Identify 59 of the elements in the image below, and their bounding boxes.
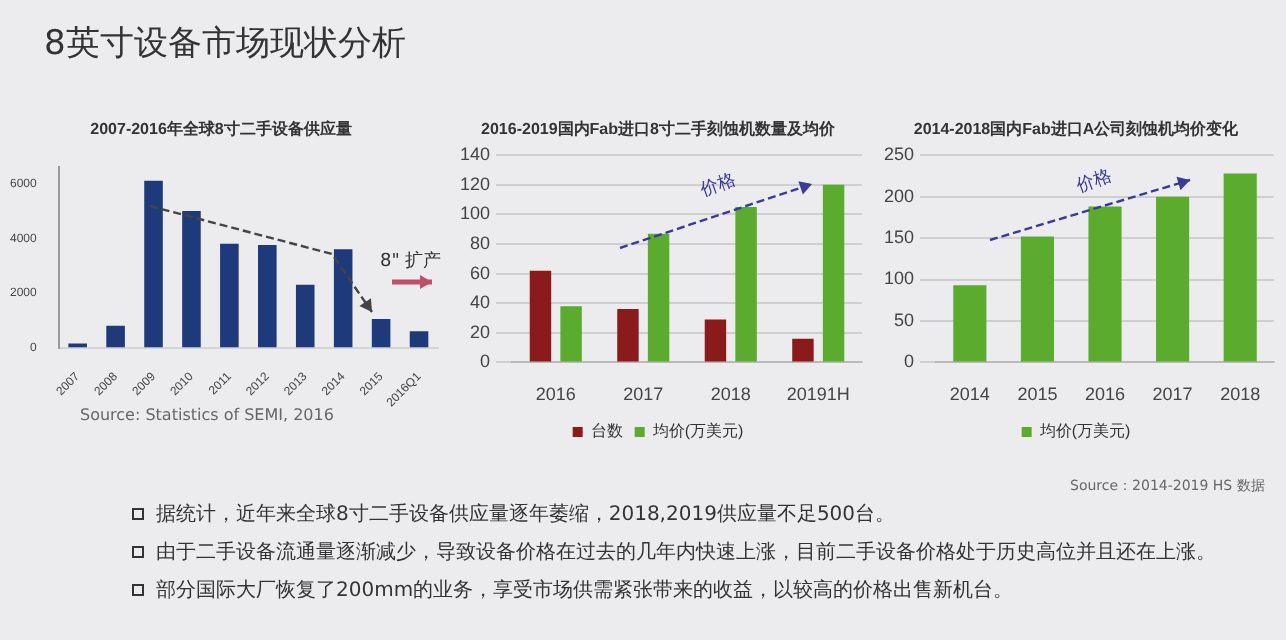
x-tick-label: 20191H <box>786 384 850 405</box>
x-tick-label: 2018 <box>710 384 751 405</box>
bar <box>258 245 277 348</box>
bar <box>735 207 757 362</box>
y-tick-label: 200 <box>883 185 915 206</box>
bar <box>182 210 201 348</box>
chart-title: 2007-2016年全球8寸二手设备供应量 <box>90 118 352 139</box>
bar <box>220 243 239 348</box>
bar <box>953 285 987 362</box>
y-tick-label: 20 <box>470 321 491 342</box>
x-tick-label: 2018 <box>1220 384 1261 405</box>
bar <box>529 270 552 362</box>
bar <box>1156 196 1190 362</box>
bar <box>704 319 727 362</box>
bar <box>1088 206 1122 362</box>
bar <box>144 180 163 348</box>
x-tick-label: 2017 <box>623 384 664 405</box>
bar <box>106 325 125 348</box>
chart-title: 2014-2018国内Fab进口A公司刻蚀机均价变化 <box>913 118 1241 139</box>
text: 部分国际大厂恢复了200mm的业务，享受市场供需紧张带来的收益，以较高的价格出售新机台。 <box>156 577 1014 604</box>
y-tick-label: 100 <box>459 203 491 224</box>
annotation: 价格 <box>696 168 740 204</box>
bar <box>371 318 391 348</box>
y-tick-label: 0 <box>904 351 915 372</box>
y-tick-label: 80 <box>470 232 491 253</box>
y-tick-label: 60 <box>470 262 491 283</box>
chart-title: 2016-2019国内Fab进口8寸二手刻蚀机数量及均价 <box>481 118 837 139</box>
legend-label: 均价(万美元) <box>1037 422 1131 441</box>
y-tick-label: 140 <box>459 144 491 165</box>
y-tick-label: 100 <box>883 268 915 289</box>
source-note: Source: Statistics of SEMI, 2016 <box>80 406 334 424</box>
y-tick-label: 250 <box>883 144 915 165</box>
text: 8英寸设备市场现状分析 <box>44 22 406 66</box>
bar <box>409 331 429 348</box>
legend-label: 均价(万美元) <box>650 422 744 441</box>
bar <box>792 338 814 362</box>
bar <box>295 284 315 348</box>
y-tick-label: 120 <box>459 173 491 194</box>
bar <box>1020 236 1054 362</box>
bar <box>560 306 582 362</box>
x-tick-label: 2016 <box>535 384 576 405</box>
bar <box>647 233 670 362</box>
bar <box>822 184 845 362</box>
legend-label: 台数 <box>590 422 623 441</box>
x-tick-label: 2014 <box>949 384 990 405</box>
x-tick-label: 2016 <box>1084 384 1126 405</box>
y-tick-label: 40 <box>470 292 491 313</box>
text: 据统计，近年来全球8寸二手设备供应量逐年萎缩，2018,2019供应量不足500台。 <box>156 501 896 528</box>
x-tick-label: 2017 <box>1152 384 1193 405</box>
bar <box>1223 173 1257 362</box>
y-tick-label: 0 <box>480 351 491 372</box>
annotation: 价格 <box>1072 164 1116 200</box>
text: 由于二手设备流通量逐渐减少，导致设备价格在过去的几年内快速上涨，目前二手设备价格处于历史高位并且还在上涨。 <box>156 539 1216 566</box>
bar <box>333 249 353 348</box>
x-tick-label: 2015 <box>1017 384 1058 405</box>
y-tick-label: 150 <box>883 227 915 248</box>
y-tick-label: 50 <box>894 309 915 330</box>
bar <box>617 309 639 362</box>
annotation: 8" 扩产 <box>380 249 442 274</box>
